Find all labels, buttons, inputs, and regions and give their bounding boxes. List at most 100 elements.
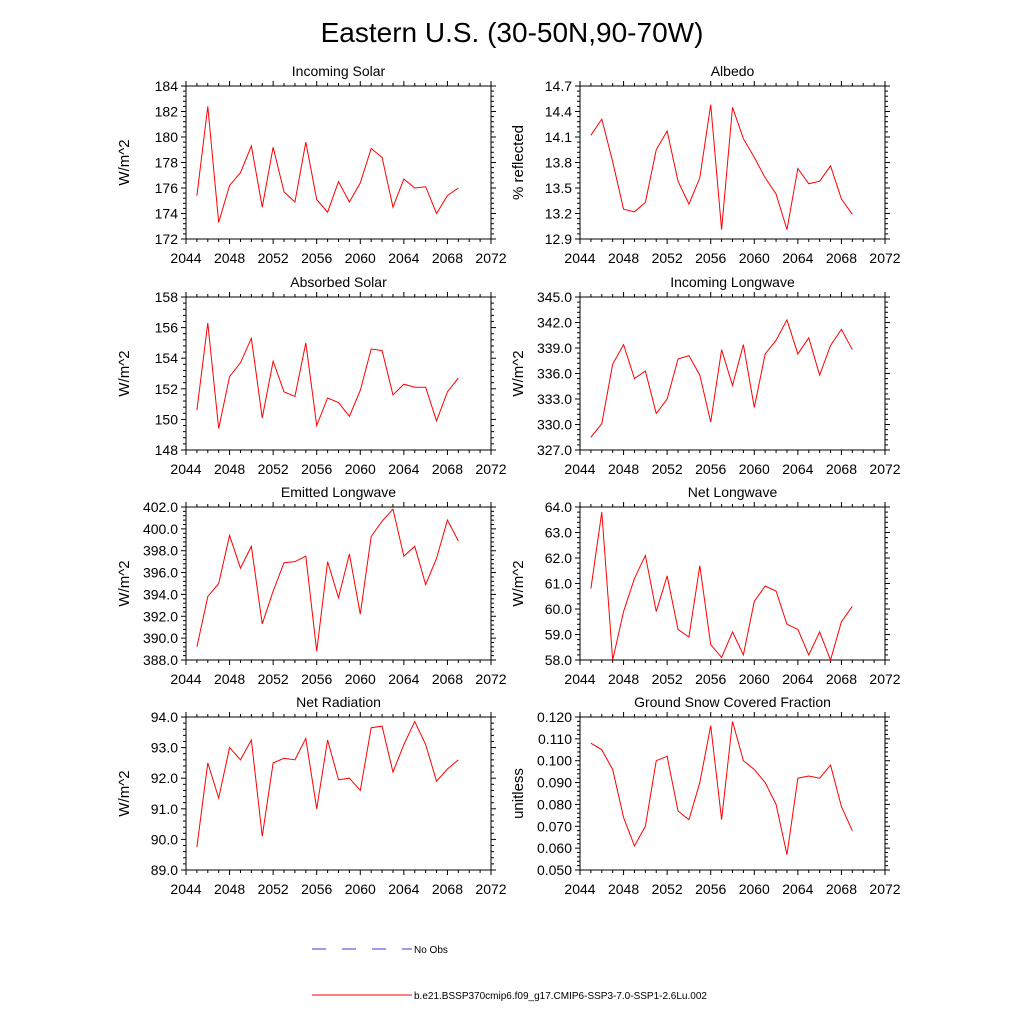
panel-3-series-line: [196, 322, 459, 429]
panel-1-ylabel: W/m^2: [116, 139, 133, 185]
panel-1-xtick-label: 2048: [214, 250, 245, 266]
panel-8-ytick-label: 0.080: [537, 796, 572, 812]
panel-6-series-line: [590, 512, 853, 662]
panel-3-ytick-label: 150: [155, 411, 179, 427]
panel-6-xtick-label: 2060: [739, 671, 770, 687]
panel-7-ytick-label: 89.0: [151, 862, 178, 878]
panel-7-xtick-label: 2048: [214, 881, 245, 897]
panel-8-xtick-label: 2072: [869, 881, 900, 897]
panel-7-xtick-label: 2056: [301, 881, 332, 897]
panel-4-ylabel: W/m^2: [510, 350, 527, 396]
panel-3-ytick-label: 152: [155, 381, 179, 397]
panel-1-xtick-label: 2052: [258, 250, 289, 266]
panel-1-xtick-label: 2064: [388, 250, 419, 266]
panel-4-ytick-label: 342.0: [537, 315, 572, 331]
legend-obs-label: No Obs: [414, 945, 448, 956]
panel-8-xtick-label: 2044: [564, 881, 595, 897]
panel-5-ytick-label: 388.0: [143, 652, 178, 668]
panel-3-xtick-label: 2064: [388, 461, 419, 477]
panel-4-ytick-label: 327.0: [537, 442, 572, 458]
panel-8-xtick-label: 2060: [739, 881, 770, 897]
panel-7-ytick-label: 90.0: [151, 831, 178, 847]
panel-5-xtick-label: 2068: [432, 671, 463, 687]
panel-2-ytick-label: 13.8: [545, 155, 572, 171]
panel-5-ytick-label: 394.0: [143, 586, 178, 602]
panel-2: Albedo % reflected 2044 2048 2052 2056 2060 206…: [510, 63, 901, 266]
panel-5-xtick-label: 2060: [345, 671, 376, 687]
panel-1-ytick-label: 174: [155, 206, 179, 222]
panel-2-ytick-label: 13.5: [545, 180, 572, 196]
panel-8-ytick-label: 0.090: [537, 775, 572, 791]
panel-5-xtick-label: 2056: [301, 671, 332, 687]
main-title: Eastern U.S. (30-50N,90-70W): [321, 17, 704, 48]
panel-5-ytick-label: 398.0: [143, 543, 178, 559]
panel-1: Incoming Solar W/m^2 2044 2048 2052 2056 2060 2…: [116, 63, 507, 266]
panel-3-ylabel: W/m^2: [116, 350, 133, 396]
panel-1-xtick-label: 2044: [170, 250, 201, 266]
panel-3-xtick-label: 2048: [214, 461, 245, 477]
panel-2-series-line: [590, 104, 853, 230]
panel-4-ytick-label: 339.0: [537, 340, 572, 356]
panel-2-ytick-label: 14.1: [545, 129, 572, 145]
legend: No Obs b.e21.BSSP370cmip6.f09_g17.CMIP6-…: [312, 945, 707, 1002]
panel-4-xtick-label: 2048: [608, 461, 639, 477]
panel-7-ytick-label: 93.0: [151, 740, 178, 756]
panel-8-xtick-label: 2068: [826, 881, 857, 897]
panel-4-ytick-label: 345.0: [537, 289, 572, 305]
panel-6-ytick-label: 60.0: [545, 601, 572, 617]
panel-1-xtick-label: 2056: [301, 250, 332, 266]
panel-7-xtick-label: 2044: [170, 881, 201, 897]
panel-2-xtick-label: 2068: [826, 250, 857, 266]
panel-6-ylabel: W/m^2: [510, 560, 527, 606]
panel-1-xtick-label: 2060: [345, 250, 376, 266]
panel-5-series-line: [196, 508, 459, 652]
panel-6-ytick-label: 58.0: [545, 652, 572, 668]
panel-7-series-line: [196, 720, 459, 848]
panel-4-xtick-label: 2064: [782, 461, 813, 477]
panel-4-title: Incoming Longwave: [670, 274, 795, 290]
panel-5-xtick-label: 2044: [170, 671, 201, 687]
panel-8-ytick-label: 0.120: [537, 709, 572, 725]
panel-1-xtick-label: 2068: [432, 250, 463, 266]
panel-3-xtick-label: 2068: [432, 461, 463, 477]
panel-6-xtick-label: 2068: [826, 671, 857, 687]
panel-5-ytick-label: 392.0: [143, 608, 178, 624]
panel-7-ytick-label: 94.0: [151, 709, 178, 725]
panel-2-xtick-label: 2052: [652, 250, 683, 266]
panel-1-ytick-label: 182: [155, 104, 179, 120]
panel-3-xtick-label: 2072: [475, 461, 506, 477]
panel-8-xtick-label: 2052: [652, 881, 683, 897]
panel-5-ytick-label: 396.0: [143, 565, 178, 581]
panel-2-xtick-label: 2072: [869, 250, 900, 266]
panel-4-xtick-label: 2060: [739, 461, 770, 477]
panel-7-title: Net Radiation: [296, 694, 381, 710]
panel-7: Net Radiation W/m^2 2044 2048 2052 2056 2060 20…: [116, 694, 507, 897]
panel-6-xtick-label: 2052: [652, 671, 683, 687]
panel-2-ytick-label: 14.4: [545, 104, 572, 120]
panel-8: Ground Snow Covered Fraction unitless 2044…: [510, 694, 901, 897]
panel-2-ylabel: % reflected: [510, 125, 527, 200]
panel-1-frame: [185, 85, 492, 240]
panel-8-ytick-label: 0.050: [537, 862, 572, 878]
panel-5-ytick-label: 390.0: [143, 630, 178, 646]
panel-6-ytick-label: 64.0: [545, 499, 572, 515]
panel-7-xtick-label: 2064: [388, 881, 419, 897]
panel-4: Incoming Longwave W/m^2 2044 2048 2052 2056 20…: [510, 274, 901, 477]
panel-6-ytick-label: 62.0: [545, 550, 572, 566]
panel-6-xtick-label: 2044: [564, 671, 595, 687]
panel-2-xtick-label: 2060: [739, 250, 770, 266]
panel-4-series-line: [590, 318, 853, 438]
panel-7-xtick-label: 2072: [475, 881, 506, 897]
panel-5-xtick-label: 2052: [258, 671, 289, 687]
panel-6-title: Net Longwave: [688, 484, 778, 500]
panel-8-ytick-label: 0.060: [537, 840, 572, 856]
panel-7-ylabel: W/m^2: [116, 770, 133, 816]
panel-1-ytick-label: 176: [155, 180, 179, 196]
panel-3-ytick-label: 156: [155, 320, 179, 336]
panel-4-xtick-label: 2052: [652, 461, 683, 477]
panel-1-xtick-label: 2072: [475, 250, 506, 266]
panel-3-title: Absorbed Solar: [290, 274, 387, 290]
panel-4-frame: [579, 296, 886, 451]
panel-8-ytick-label: 0.070: [537, 818, 572, 834]
